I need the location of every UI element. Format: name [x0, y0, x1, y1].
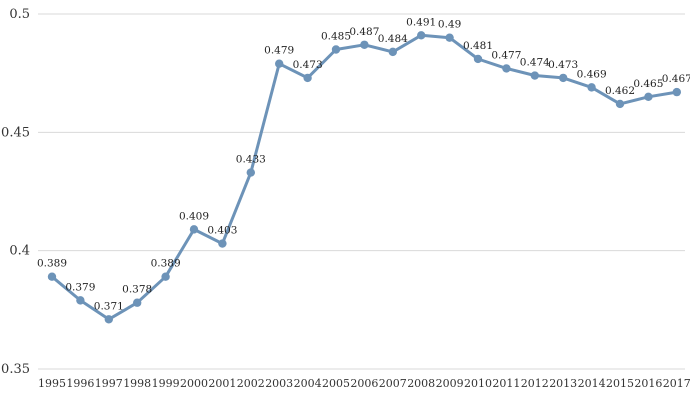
x-tick-label: 2008 [407, 377, 435, 390]
data-point [615, 99, 625, 109]
data-label: 0.485 [321, 31, 351, 43]
data-label: 0.433 [236, 154, 266, 166]
data-label: 0.487 [349, 26, 379, 38]
x-tick-label: 1995 [38, 377, 66, 390]
x-tick-label: 2010 [464, 377, 492, 390]
data-labels: 0.389 0.379 0.371 0.378 0.389 0.409 0.403 0.433… [37, 16, 690, 312]
y-tick-label: 0.4 [9, 244, 30, 259]
x-tick-label: 2013 [549, 377, 577, 390]
data-point [388, 47, 397, 57]
data-label: 0.473 [293, 59, 323, 71]
data-label: 0.477 [491, 49, 521, 61]
data-point [47, 272, 57, 281]
x-tick-label: 1998 [123, 377, 151, 390]
x-tick-label: 1997 [95, 377, 123, 390]
y-axis-ticks: 0.35 0.4 0.45 0.5 [1, 7, 30, 377]
data-point [502, 64, 511, 73]
y-tick-label: 0.35 [1, 362, 30, 377]
data-point [189, 225, 199, 234]
data-label: 0.49 [438, 19, 461, 31]
x-tick-label: 2012 [521, 377, 549, 390]
data-point [445, 33, 454, 42]
x-tick-label: 2005 [322, 377, 350, 390]
x-tick-label: 2006 [350, 377, 378, 390]
x-tick-label: 2011 [492, 377, 520, 390]
y-tick-label: 0.45 [1, 125, 30, 140]
gridlines [38, 13, 685, 370]
data-point [303, 73, 312, 83]
data-label: 0.467 [662, 73, 690, 85]
data-point [417, 31, 426, 40]
data-point [587, 83, 596, 92]
data-point [76, 296, 85, 305]
data-point [530, 71, 539, 80]
x-tick-label: 2001 [208, 377, 236, 390]
data-point [246, 168, 255, 177]
data-label: 0.379 [65, 281, 95, 293]
data-point [104, 315, 114, 324]
data-label: 0.462 [605, 85, 635, 97]
data-label: 0.469 [577, 68, 607, 80]
data-label: 0.409 [179, 210, 209, 222]
x-tick-label: 2017 [663, 377, 690, 390]
x-tick-label: 2003 [265, 377, 293, 390]
x-tick-label: 2016 [634, 377, 662, 390]
data-label: 0.403 [207, 225, 237, 237]
data-point [331, 45, 341, 54]
data-point [275, 59, 284, 68]
x-tick-label: 1999 [152, 377, 180, 390]
data-point [161, 272, 170, 281]
data-point [360, 40, 369, 49]
y-tick-label: 0.5 [9, 7, 30, 22]
data-label: 0.491 [406, 16, 436, 28]
data-label: 0.479 [264, 45, 294, 57]
x-tick-label: 2000 [180, 377, 208, 390]
data-label: 0.389 [37, 258, 67, 270]
x-tick-label: 2009 [436, 377, 464, 390]
data-point [473, 54, 483, 64]
x-tick-label: 2002 [237, 377, 265, 390]
data-label: 0.473 [548, 59, 578, 71]
x-tick-label: 2004 [294, 377, 322, 390]
data-point [133, 298, 142, 307]
data-point [672, 87, 681, 97]
x-tick-label: 2015 [606, 377, 634, 390]
data-point [644, 92, 653, 102]
x-tick-label: 2014 [578, 377, 606, 390]
data-label: 0.474 [520, 57, 550, 69]
data-label: 0.465 [633, 78, 663, 90]
data-markers [47, 31, 681, 324]
data-point [559, 73, 568, 83]
data-label: 0.389 [151, 258, 181, 270]
x-tick-label: 1996 [66, 377, 94, 390]
data-label: 0.371 [94, 300, 124, 312]
data-label: 0.484 [378, 33, 408, 45]
x-tick-label: 2007 [379, 377, 407, 390]
data-point [218, 239, 227, 248]
data-label: 0.378 [122, 284, 152, 296]
x-axis-ticks: 1995 1996 1997 1998 1999 2000 2001 2002 2003 2004… [38, 377, 690, 390]
data-label: 0.481 [463, 40, 493, 52]
